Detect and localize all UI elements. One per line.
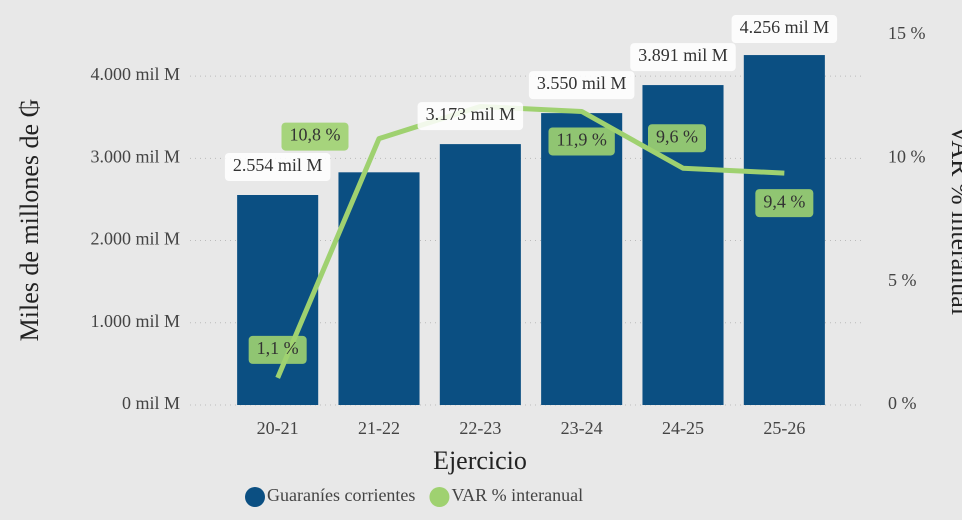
data-label: 3.550 mil M [528, 71, 635, 100]
data-label-text: 11,9 % [557, 130, 607, 150]
data-label-box [417, 102, 524, 131]
y2-tick-label: 10 % [888, 146, 926, 166]
data-label-box [548, 127, 615, 156]
x-tick-label: 22-23 [459, 418, 501, 438]
data-label: 3.891 mil M [630, 43, 736, 72]
x-tick-label: 23-24 [561, 418, 603, 438]
line [275, 104, 785, 379]
data-label-box [755, 189, 814, 218]
data-label-box [281, 122, 349, 151]
y2-tick-label: 15 % [888, 23, 926, 43]
data-label-text: 4.256 mil M [740, 17, 830, 37]
bar [338, 172, 420, 405]
data-label-text: 10,8 % [290, 125, 341, 145]
y2-tick-label: 5 % [888, 270, 917, 290]
data-label-text: 9,4 % [763, 191, 805, 211]
y-tick-label: 4.000 mil M [90, 64, 180, 84]
data-label-text: 1,1 % [257, 338, 299, 358]
x-tick-label: 25-26 [763, 418, 805, 438]
y-axis-title: Miles de millones de ₲ [15, 99, 44, 342]
data-label-text: 3.550 mil M [537, 73, 627, 93]
data-label-text: 3.173 mil M [426, 104, 516, 124]
y-tick-label: 1.000 mil M [90, 311, 180, 331]
data-label-text: 3.891 mil M [638, 45, 728, 65]
data-label: 9,6 % [648, 124, 706, 153]
data-label: 3.173 mil M [417, 102, 524, 131]
data-label: 1,1 % [248, 335, 307, 364]
y2-axis-title: VAR % interanual [946, 125, 962, 315]
legend-label: VAR % interanual [451, 485, 583, 505]
data-label-box [528, 71, 635, 100]
x-axis-title: Ejercicio [433, 446, 527, 475]
y-tick-label: 2.000 mil M [90, 229, 180, 249]
bar [237, 195, 319, 405]
bar [541, 113, 623, 405]
data-label: 9,4 % [755, 189, 814, 218]
y2-tick-label: 0 % [888, 393, 917, 413]
data-label-box [224, 153, 331, 182]
x-tick-label: 20-21 [257, 418, 299, 438]
y-tick-label: 0 mil M [122, 393, 180, 413]
data-label-text: 2.554 mil M [233, 155, 323, 175]
legend-marker [429, 487, 450, 507]
x-tick-label: 24-25 [662, 418, 704, 438]
data-label-box [248, 335, 307, 364]
data-label: 4.256 mil M [731, 15, 838, 44]
x-tick-label: 21-22 [358, 418, 400, 438]
data-label: 11,9 % [548, 127, 615, 156]
bar [439, 144, 521, 405]
legend-marker [245, 487, 265, 507]
y-tick-label: 3.000 mil M [90, 146, 180, 166]
data-label-box [731, 15, 838, 44]
data-label-box [648, 124, 706, 153]
legend-label: Guaraníes corrientes [267, 485, 415, 505]
data-label-text: 9,6 % [656, 126, 698, 146]
bar [743, 55, 825, 405]
data-label-box [630, 43, 736, 72]
data-label: 2.554 mil M [224, 153, 331, 182]
data-label: 10,8 % [281, 122, 349, 151]
